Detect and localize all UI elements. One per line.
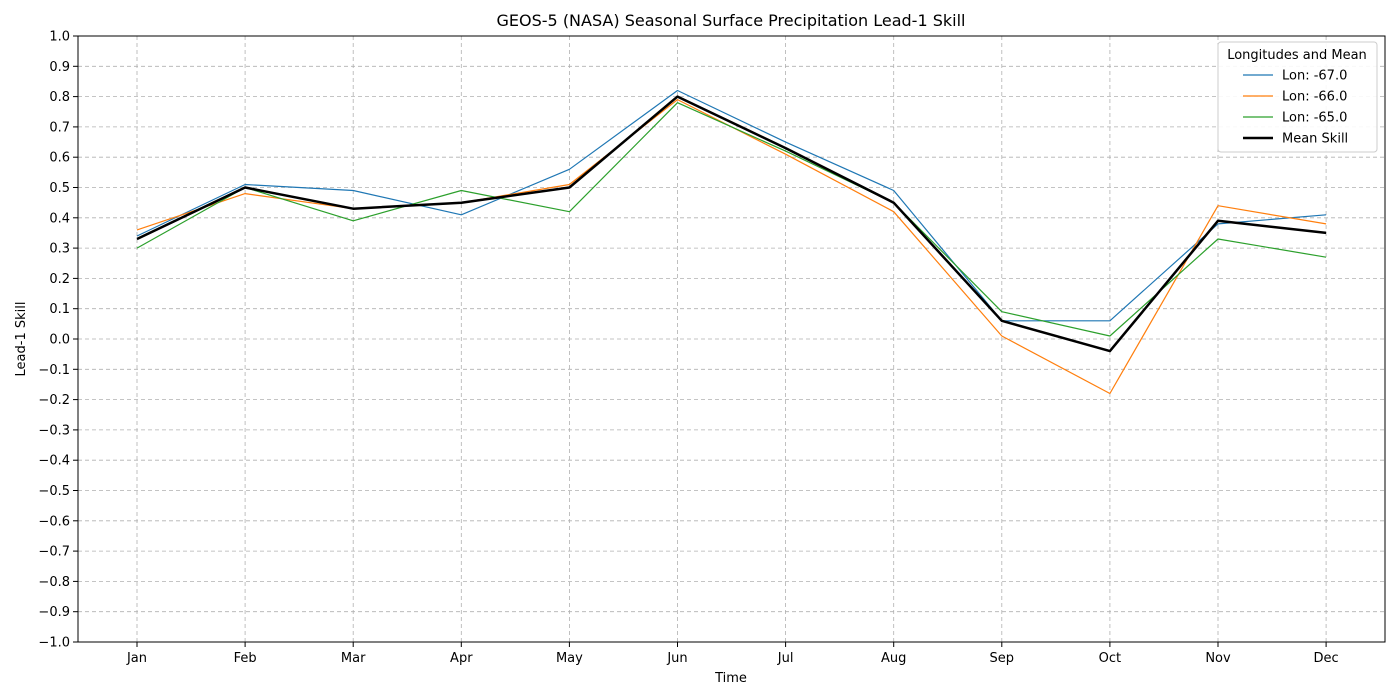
legend-box [1217, 41, 1378, 153]
y-tick-label: −0.9 [38, 605, 70, 620]
x-tick-label: Feb [234, 651, 257, 666]
y-tick-label: −1.0 [38, 636, 70, 651]
y-tick-label: 0.5 [49, 181, 70, 196]
y-tick-label: 0.2 [49, 272, 70, 287]
y-tick-label: −0.8 [38, 575, 70, 590]
x-tick-label: Aug [881, 651, 906, 666]
y-axis-label: Lead-1 Skill [14, 302, 29, 377]
y-tick-label: −0.3 [38, 423, 70, 438]
x-tick-label: Sep [990, 651, 1015, 666]
series-line-lon-65-0 [136, 102, 1327, 337]
x-tick-label: Jun [666, 651, 687, 666]
y-tick-label: 0.6 [49, 151, 70, 166]
y-axis: −1.0 −0.9 −0.8 −0.7 −0.6 −0.5 −0.4 −0.3 −0.2 −0.1… [38, 30, 78, 651]
x-axis: Jan Feb Mar Apr May Jun Jul Aug Sep Oct Nov Dec [126, 642, 1339, 666]
y-tick-label: −0.1 [38, 363, 70, 378]
y-tick-label: 0.7 [49, 120, 70, 135]
y-tick-label: −0.5 [38, 484, 70, 499]
series-line-lon-67-0 [136, 89, 1327, 322]
y-tick-label: −0.7 [38, 545, 70, 560]
y-tick-label: −0.6 [38, 514, 70, 529]
legend-label-lon-65-0: Lon: -65.0 [1282, 111, 1347, 126]
y-tick-label: 0.1 [49, 302, 70, 317]
x-axis-label: Time [714, 671, 747, 686]
y-tick-label: 0.9 [49, 60, 70, 75]
y-tick-label: −0.2 [38, 393, 70, 408]
y-tick-label: 0.8 [49, 90, 70, 105]
legend-label-mean-skill: Mean Skill [1282, 132, 1348, 147]
x-tick-label: Jul [777, 651, 794, 666]
x-tick-label: Dec [1314, 651, 1339, 666]
chart-title: GEOS-5 (NASA) Seasonal Surface Precipita… [497, 11, 966, 30]
legend-title: Longitudes and Mean [1227, 48, 1367, 63]
x-tick-label: Mar [341, 651, 366, 666]
x-tick-label: May [556, 651, 583, 666]
y-tick-label: −0.4 [38, 454, 70, 469]
x-tick-label: Apr [450, 651, 473, 666]
y-tick-label: 0.4 [49, 211, 70, 226]
x-tick-label: Jan [126, 651, 147, 666]
x-tick-label: Nov [1205, 651, 1231, 666]
y-tick-label: 1.0 [49, 30, 70, 45]
series-lines [136, 89, 1327, 395]
y-tick-label: 0.0 [49, 333, 70, 348]
legend: Longitudes and Mean Lon: -67.0 Lon: -66.0… [1217, 41, 1378, 153]
y-tick-label: 0.3 [49, 242, 70, 257]
legend-label-lon-66-0: Lon: -66.0 [1282, 90, 1347, 105]
series-line-mean-skill [136, 95, 1327, 353]
legend-items: Lon: -67.0 Lon: -66.0 Lon: -65.0 Mean Skill [1243, 69, 1348, 147]
x-tick-label: Oct [1099, 651, 1121, 666]
legend-label-lon-67-0: Lon: -67.0 [1282, 69, 1347, 84]
